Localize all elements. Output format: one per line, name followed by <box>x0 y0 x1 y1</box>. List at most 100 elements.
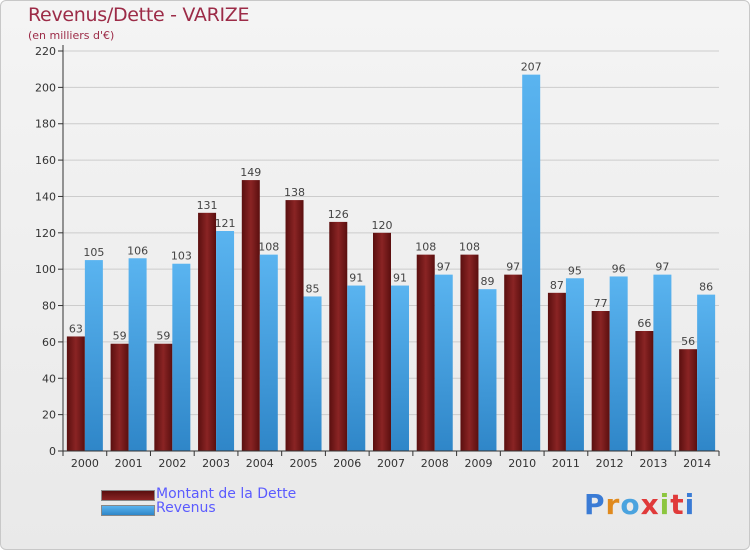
bar-revenus <box>434 274 453 451</box>
y-tick-label: 140 <box>35 190 56 203</box>
bar-revenus <box>609 276 628 451</box>
data-label-revenus: 89 <box>480 275 494 288</box>
data-label-revenus: 105 <box>83 246 104 259</box>
bar-dette <box>635 331 654 451</box>
y-tick-label: 120 <box>35 227 56 240</box>
data-label-dette: 149 <box>240 166 261 179</box>
data-label-dette: 120 <box>372 219 393 232</box>
data-label-dette: 131 <box>197 199 218 212</box>
data-label-revenus: 95 <box>568 264 582 277</box>
bar-dette <box>329 221 348 451</box>
bar-dette <box>416 254 435 451</box>
bar-revenus <box>259 254 278 451</box>
data-label-dette: 97 <box>506 261 520 274</box>
bar-revenus <box>347 285 366 451</box>
bar-dette <box>373 232 391 451</box>
chart-title: Revenus/Dette - VARIZE <box>28 4 250 26</box>
data-label-dette: 59 <box>156 330 170 343</box>
y-tick-label: 200 <box>35 81 56 94</box>
x-tick-label: 2004 <box>246 457 274 470</box>
data-label-dette: 108 <box>459 241 480 254</box>
x-tick-label: 2014 <box>683 457 711 470</box>
logo-letter: i <box>659 488 671 521</box>
x-tick-label: 2005 <box>290 457 318 470</box>
y-tick-label: 220 <box>35 45 56 58</box>
labels-layer: 63 105 59 106 59 103 131 121 149 108 138 85 126 91 120… <box>69 61 713 349</box>
x-tick-label: 2006 <box>333 457 361 470</box>
data-label-revenus: 85 <box>306 282 320 295</box>
bar-revenus <box>697 294 716 451</box>
data-label-revenus: 96 <box>612 262 626 275</box>
bar-dette <box>66 336 85 451</box>
data-label-dette: 59 <box>113 330 127 343</box>
logo-letter: t <box>670 488 685 521</box>
y-tick-label: 180 <box>35 118 56 131</box>
data-label-revenus: 106 <box>127 244 148 257</box>
data-label-revenus: 207 <box>521 61 542 74</box>
bar-revenus <box>478 289 497 451</box>
data-label-dette: 126 <box>328 208 349 221</box>
y-tick-label: 100 <box>35 263 56 276</box>
data-label-revenus: 97 <box>655 261 669 274</box>
bar-dette <box>154 343 173 451</box>
data-label-dette: 56 <box>681 335 695 348</box>
y-tick-label: 0 <box>49 445 56 458</box>
bar-dette <box>679 349 698 451</box>
bar-revenus <box>216 231 235 451</box>
x-tick-label: 2001 <box>115 457 143 470</box>
bar-dette <box>547 292 566 451</box>
bar-revenus <box>565 278 584 451</box>
bar-revenus <box>653 274 672 451</box>
y-tick-label: 60 <box>42 336 56 349</box>
bar-dette <box>110 343 129 451</box>
data-label-dette: 77 <box>594 297 608 310</box>
x-tick-label: 2010 <box>508 457 536 470</box>
axis-layer: 0 20 40 60 80 100 120 140 160 180 200 220 2000 2001 20… <box>35 45 720 470</box>
bars-layer <box>66 74 716 452</box>
data-label-dette: 63 <box>69 322 83 335</box>
bar-revenus <box>522 74 541 452</box>
logo-letter: o <box>620 488 641 521</box>
chart-subtitle: (en milliers d'€) <box>28 29 115 42</box>
x-tick-label: 2007 <box>377 457 405 470</box>
legend-swatch-revenus <box>101 505 155 516</box>
x-tick-label: 2000 <box>71 457 99 470</box>
x-tick-label: 2012 <box>596 457 624 470</box>
data-label-revenus: 97 <box>437 261 451 274</box>
data-label-dette: 138 <box>284 186 305 199</box>
x-tick-label: 2013 <box>639 457 667 470</box>
y-tick-label: 20 <box>42 409 56 422</box>
data-label-revenus: 86 <box>699 281 713 294</box>
x-tick-label: 2008 <box>421 457 449 470</box>
bar-dette <box>285 200 304 451</box>
logo-letter: i <box>684 488 696 521</box>
bar-revenus <box>84 260 103 451</box>
legend-label-dette: Montant de la Dette <box>156 486 297 502</box>
data-label-dette: 87 <box>550 279 564 292</box>
data-label-revenus: 108 <box>258 241 279 254</box>
bar-revenus <box>172 263 191 451</box>
data-label-revenus: 91 <box>349 272 363 285</box>
x-tick-label: 2011 <box>552 457 580 470</box>
x-tick-label: 2002 <box>158 457 186 470</box>
x-tick-label: 2009 <box>464 457 492 470</box>
data-label-dette: 66 <box>637 317 651 330</box>
data-label-revenus: 103 <box>171 250 192 263</box>
data-label-revenus: 91 <box>393 272 407 285</box>
x-tick-label: 2003 <box>202 457 230 470</box>
logo-letter: P <box>584 488 606 521</box>
bar-dette <box>241 180 260 451</box>
y-tick-label: 40 <box>42 372 56 385</box>
bar-revenus <box>391 285 409 451</box>
logo-letter: x <box>640 488 660 521</box>
bar-revenus <box>128 258 147 451</box>
data-label-revenus: 121 <box>215 217 236 230</box>
logo-letter: r <box>605 488 621 521</box>
y-tick-label: 80 <box>42 300 56 313</box>
legend-swatch-dette <box>101 490 155 501</box>
bar-dette <box>504 274 523 451</box>
proxiti-logo: Proxiti <box>584 488 695 521</box>
bar-dette <box>460 254 479 451</box>
